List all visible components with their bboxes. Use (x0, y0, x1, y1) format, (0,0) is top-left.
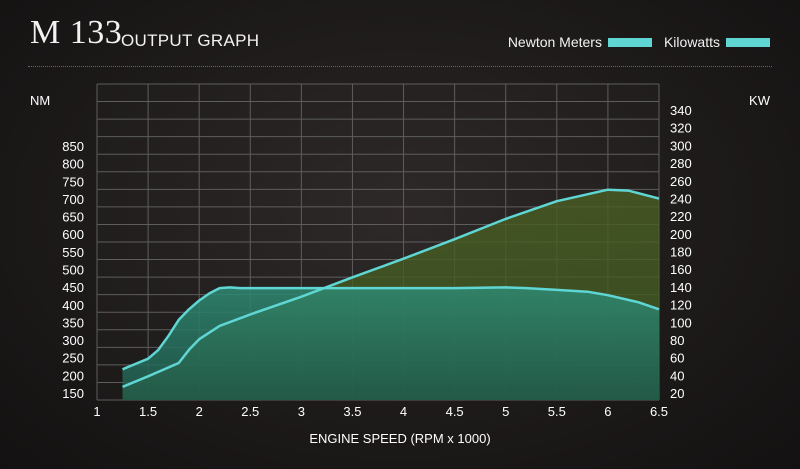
chart-title: OUTPUT GRAPH (121, 31, 260, 50)
y-right-tick-label: 60 (670, 351, 684, 366)
y-right-tick-label: 100 (670, 315, 692, 330)
y-right-tick-label: 20 (670, 386, 684, 401)
x-tick-label: 1.5 (139, 404, 157, 419)
x-tick-label: 3 (298, 404, 305, 419)
y-left-tick-label: 700 (62, 192, 84, 207)
legend-item-kilowatts: Kilowatts (664, 34, 770, 50)
x-tick-label: 6.5 (650, 404, 668, 419)
legend: Newton Meters Kilowatts (496, 34, 770, 50)
y-right-axis-label: KW (749, 93, 771, 108)
y-right-tick-label: 160 (670, 262, 692, 277)
y-left-tick-label: 400 (62, 298, 84, 313)
x-tick-label: 4 (400, 404, 407, 419)
newton-meters-area (122, 287, 659, 400)
model-name: M 133 (30, 14, 123, 51)
y-right-tick-label: 260 (670, 174, 692, 189)
y-right-tick-label: 240 (670, 191, 692, 206)
y-right-tick-label: 320 (670, 121, 692, 136)
y-left-tick-label: 600 (62, 227, 84, 242)
legend-label-newton-meters: Newton Meters (507, 34, 602, 50)
y-left-tick-label: 350 (62, 315, 84, 330)
legend-swatch-newton-meters (607, 37, 652, 47)
y-right-tick-label: 80 (670, 333, 684, 348)
legend-item-newton-meters: Newton Meters (508, 34, 652, 50)
chart-header: M 133 OUTPUT GRAPH Newton Meters Kilowat… (0, 0, 800, 68)
y-left-tick-label: 750 (62, 174, 84, 189)
x-tick-label: 1 (93, 404, 100, 419)
y-right-tick-label: 280 (670, 156, 692, 171)
y-right-tick-label: 200 (670, 227, 692, 242)
x-tick-label: 5 (502, 404, 509, 419)
header-divider (28, 66, 772, 67)
y-left-tick-label: 800 (62, 157, 84, 172)
x-axis-label: ENGINE SPEED (RPM x 1000) (309, 431, 490, 446)
y-right-tick-label: 220 (670, 209, 692, 224)
y-right-tick-label: 140 (670, 280, 692, 295)
x-tick-label: 5.5 (548, 404, 566, 419)
y-right-tick-label: 40 (670, 368, 684, 383)
y-left-tick-label: 650 (62, 210, 84, 225)
y-left-tick-label: 550 (62, 245, 84, 260)
newton-meters-line (122, 286, 660, 371)
x-tick-label: 2 (196, 404, 203, 419)
x-tick-label: 3.5 (343, 404, 361, 419)
y-right-tick-label: 340 (670, 103, 692, 118)
y-right-tick-label: 120 (670, 298, 692, 313)
legend-label-kilowatts: Kilowatts (663, 34, 720, 50)
y-left-axis-label: NM (30, 93, 50, 108)
y-left-tick-label: 200 (62, 368, 84, 383)
x-tick-label: 6 (604, 404, 611, 419)
x-tick-label: 4.5 (446, 404, 464, 419)
y-right-tick-label: 180 (670, 245, 692, 260)
y-left-tick-label: 250 (62, 351, 84, 366)
x-tick-label: 2.5 (241, 404, 259, 419)
y-left-tick-label: 150 (62, 386, 84, 401)
legend-swatch-kilowatts (726, 37, 770, 47)
y-left-tick-label: 500 (62, 263, 84, 278)
y-left-tick-label: 450 (62, 280, 84, 295)
y-left-tick-label: 300 (62, 333, 84, 348)
y-right-tick-label: 300 (670, 138, 692, 153)
y-left-tick-label: 850 (62, 139, 84, 154)
